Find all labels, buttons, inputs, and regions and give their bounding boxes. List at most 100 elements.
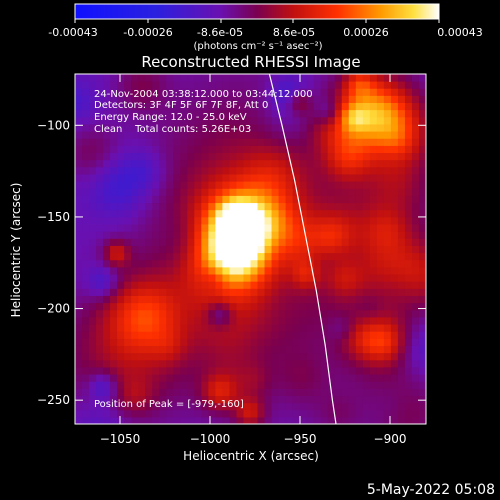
- heatmap-cell: [117, 166, 125, 175]
- heatmap-cell: [75, 416, 83, 424]
- heatmap-cell: [152, 209, 160, 218]
- heatmap-cell: [306, 123, 315, 132]
- heatmap-cell: [159, 388, 167, 397]
- heatmap-cell: [229, 216, 238, 225]
- heatmap-cell: [292, 366, 301, 375]
- heatmap-cell: [110, 145, 118, 154]
- heatmap-cell: [362, 309, 371, 318]
- heatmap-cell: [348, 316, 357, 325]
- heatmap-cell: [348, 416, 357, 424]
- heatmap-cell: [82, 173, 90, 182]
- heatmap-cell: [110, 352, 118, 361]
- heatmap-cell: [411, 145, 420, 154]
- heatmap-cell: [376, 338, 385, 346]
- heatmap-cell: [215, 95, 224, 104]
- heatmap-cell: [229, 381, 238, 389]
- heatmap-cell: [173, 281, 181, 289]
- heatmap-cell: [229, 416, 238, 424]
- heatmap-cell: [271, 202, 280, 211]
- heatmap-cell: [124, 252, 132, 261]
- heatmap-cell: [320, 316, 329, 325]
- heatmap-cell: [257, 281, 266, 289]
- heatmap-cell: [313, 159, 322, 168]
- heatmap-cell: [257, 388, 266, 397]
- heatmap-cell: [320, 402, 329, 411]
- heatmap-cell: [355, 352, 364, 361]
- heatmap-cell: [313, 359, 322, 368]
- heatmap-cell: [229, 231, 238, 239]
- heatmap-cell: [411, 331, 420, 339]
- heatmap-cell: [208, 245, 216, 254]
- heatmap-cell: [348, 352, 357, 361]
- heatmap-cell: [124, 209, 132, 218]
- heatmap-cell: [418, 323, 426, 332]
- heatmap-cell: [264, 181, 273, 189]
- heatmap-cell: [285, 123, 294, 132]
- heatmap-cell: [397, 195, 406, 204]
- heatmap-cell: [271, 209, 280, 218]
- heatmap-cell: [166, 130, 174, 139]
- heatmap-cell: [103, 316, 111, 325]
- heatmap-cell: [82, 309, 90, 318]
- heatmap-cell: [313, 216, 322, 225]
- heatmap-cell: [201, 130, 209, 139]
- heatmap-cell: [418, 273, 426, 282]
- heatmap-cell: [390, 266, 399, 275]
- heatmap-cell: [201, 123, 209, 132]
- heatmap-cell: [397, 102, 406, 111]
- heatmap-cell: [138, 109, 146, 118]
- heatmap-cell: [278, 88, 287, 96]
- heatmap-cell: [236, 381, 245, 389]
- heatmap-cell: [355, 359, 364, 368]
- heatmap-cell: [194, 323, 202, 332]
- heatmap-cell: [341, 331, 350, 339]
- heatmap-cell: [306, 195, 315, 204]
- heatmap-cell: [187, 173, 195, 182]
- heatmap-cell: [173, 381, 181, 389]
- heatmap-cell: [243, 138, 252, 146]
- heatmap-cell: [397, 209, 406, 218]
- heatmap-cell: [194, 231, 202, 239]
- heatmap-cell: [89, 245, 97, 254]
- heatmap-cell: [292, 252, 301, 261]
- heatmap-cell: [145, 252, 153, 261]
- heatmap-cell: [285, 223, 294, 232]
- heatmap-cell: [278, 338, 287, 346]
- heatmap-cell: [383, 323, 392, 332]
- heatmap-cell: [362, 202, 371, 211]
- heatmap-cell: [89, 316, 97, 325]
- heatmap-cell: [166, 245, 174, 254]
- heatmap-cell: [320, 252, 329, 261]
- heatmap-cell: [306, 74, 315, 82]
- heatmap-cell: [348, 152, 357, 161]
- heatmap-cell: [390, 402, 399, 411]
- heatmap-cell: [397, 309, 406, 318]
- heatmap-cell: [341, 281, 350, 289]
- heatmap-cell: [152, 359, 160, 368]
- heatmap-cell: [138, 288, 146, 296]
- heatmap-cell: [334, 216, 343, 225]
- heatmap-cell: [159, 181, 167, 189]
- heatmap-cell: [404, 223, 413, 232]
- heatmap-cell: [257, 102, 266, 111]
- heatmap-cell: [348, 109, 357, 118]
- heatmap-cell: [383, 223, 392, 232]
- heatmap-cell: [187, 188, 195, 196]
- heatmap-cell: [166, 295, 174, 304]
- heatmap-cell: [229, 88, 238, 96]
- heatmap-cell: [166, 102, 174, 111]
- heatmap-cell: [390, 238, 399, 246]
- heatmap-cell: [369, 166, 378, 175]
- heatmap-cell: [376, 281, 385, 289]
- heatmap-cell: [292, 88, 301, 96]
- heatmap-cell: [250, 159, 259, 168]
- heatmap-cell: [117, 323, 125, 332]
- heatmap-cell: [348, 281, 357, 289]
- heatmap-cell: [278, 223, 287, 232]
- heatmap-cell: [397, 173, 406, 182]
- heatmap-cell: [89, 109, 97, 118]
- heatmap-cell: [194, 381, 202, 389]
- heatmap-cell: [362, 74, 371, 82]
- heatmap-cell: [320, 295, 329, 304]
- heatmap-cell: [236, 181, 245, 189]
